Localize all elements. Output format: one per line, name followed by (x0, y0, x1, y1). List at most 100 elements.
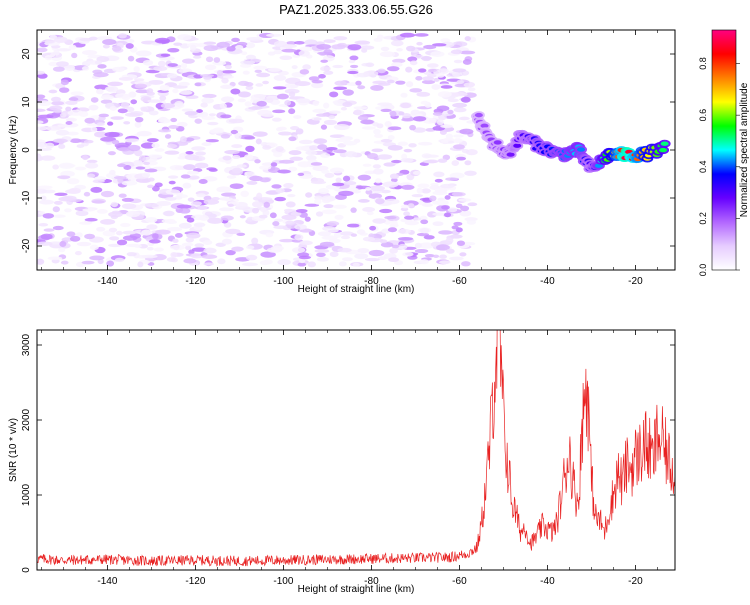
heatmap-cell (459, 50, 476, 55)
heatmap-cell (111, 45, 122, 52)
heatmap-cell (342, 257, 353, 262)
heatmap-cell (231, 144, 243, 149)
heatmap-cell (372, 168, 384, 175)
heatmap-cell (387, 145, 403, 151)
heatmap-cell (332, 204, 347, 209)
heatmap-cell (293, 115, 302, 120)
heatmap-cell (304, 216, 311, 222)
heatmap-cell (422, 76, 435, 81)
heatmap-cell (311, 79, 323, 84)
heatmap-cell (270, 162, 278, 167)
heatmap-cell (447, 98, 459, 103)
heatmap-cell (109, 106, 118, 111)
heatmap-cell (441, 139, 449, 144)
heatmap-cell (418, 68, 427, 73)
colorbar-scale (712, 30, 736, 270)
heatmap-cell (260, 207, 267, 213)
heatmap-cell (60, 79, 69, 86)
heatmap-cell (177, 34, 192, 41)
heatmap-cell (37, 188, 47, 194)
heatmap-cell (102, 44, 110, 49)
heatmap-cell (449, 172, 465, 179)
heatmap-cell (328, 238, 341, 244)
heatmap-cell (65, 106, 72, 112)
heatmap-cell (225, 249, 236, 256)
heatmap-cell (316, 252, 326, 258)
heatmap-cell (143, 161, 150, 165)
heatmap-cell (194, 243, 205, 248)
heatmap-cell (146, 246, 154, 251)
heatmap-cell (200, 73, 214, 78)
heatmap-cell (148, 177, 155, 182)
heatmap-cell (133, 66, 140, 73)
heatmap-cell (224, 150, 240, 155)
heatmap-cell (409, 124, 416, 131)
heatmap-cell (308, 76, 320, 81)
heatmap-cell (333, 232, 342, 238)
heatmap-cell (66, 231, 76, 237)
heatmap-cell (187, 197, 195, 202)
heatmap-cell (135, 166, 146, 170)
heatmap-cell (391, 220, 398, 227)
heatmap-cell (148, 79, 164, 85)
heatmap-cell (387, 66, 400, 72)
heatmap-cell (383, 198, 400, 205)
heatmap-cell (44, 39, 55, 44)
heatmap-cell (155, 229, 171, 235)
heatmap-cell (407, 203, 415, 208)
heatmap-cell (356, 229, 366, 235)
heatmap-cell (204, 211, 213, 216)
heatmap-cell (577, 147, 586, 152)
heatmap-cell (459, 128, 474, 135)
heatmap-cell (279, 238, 295, 243)
heatmap-cell (288, 108, 296, 115)
heatmap-cell (161, 219, 169, 223)
heatmap-cell (312, 108, 327, 114)
heatmap-cell (267, 51, 276, 56)
heatmap-cell (193, 222, 206, 228)
heatmap-cell (216, 186, 232, 193)
heatmap-cell (397, 237, 414, 241)
heatmap-cell (254, 69, 262, 74)
heatmap-cell (194, 162, 209, 169)
heatmap-cell (387, 227, 398, 233)
heatmap-cell (134, 121, 142, 128)
heatmap-cell (401, 118, 414, 122)
heatmap-cell (384, 120, 392, 128)
heatmap-cell (39, 199, 54, 205)
heatmap-cell (123, 121, 131, 125)
heatmap-cell (328, 110, 341, 115)
heatmap-cell (304, 203, 320, 207)
heatmap-cell (344, 151, 358, 158)
heatmap-cell (302, 64, 311, 70)
heatmap-cell (269, 212, 277, 219)
heatmap-cell (328, 115, 336, 120)
heatmap-cell (362, 206, 376, 213)
heatmap-cell (263, 201, 271, 208)
heatmap-cell (295, 208, 308, 213)
heatmap-cell (69, 235, 81, 242)
heatmap-cell (325, 147, 338, 151)
heatmap-cell (313, 138, 328, 145)
heatmap-cell (96, 122, 105, 126)
heatmap-cell (125, 43, 134, 49)
heatmap-cell (120, 222, 131, 228)
heatmap-cell (118, 76, 134, 81)
colorbar-label: Normalized spectral amplitude (739, 82, 750, 217)
heatmap-cell (134, 149, 143, 157)
heatmap-cell (66, 178, 80, 185)
heatmap-cell (79, 221, 92, 225)
heatmap-cell (75, 210, 89, 217)
heatmap-cell (71, 52, 78, 59)
heatmap-cell (237, 98, 246, 103)
heatmap-cell (37, 154, 42, 161)
x-tick-label: -40 (540, 576, 555, 587)
heatmap-cell (201, 116, 216, 121)
heatmap-cell (183, 258, 197, 264)
heatmap-cell (81, 66, 90, 71)
heatmap-cell (117, 163, 126, 168)
heatmap-cell (193, 55, 202, 59)
heatmap-cell (391, 178, 398, 183)
heatmap-cell (74, 166, 87, 171)
heatmap-cell (285, 201, 296, 208)
